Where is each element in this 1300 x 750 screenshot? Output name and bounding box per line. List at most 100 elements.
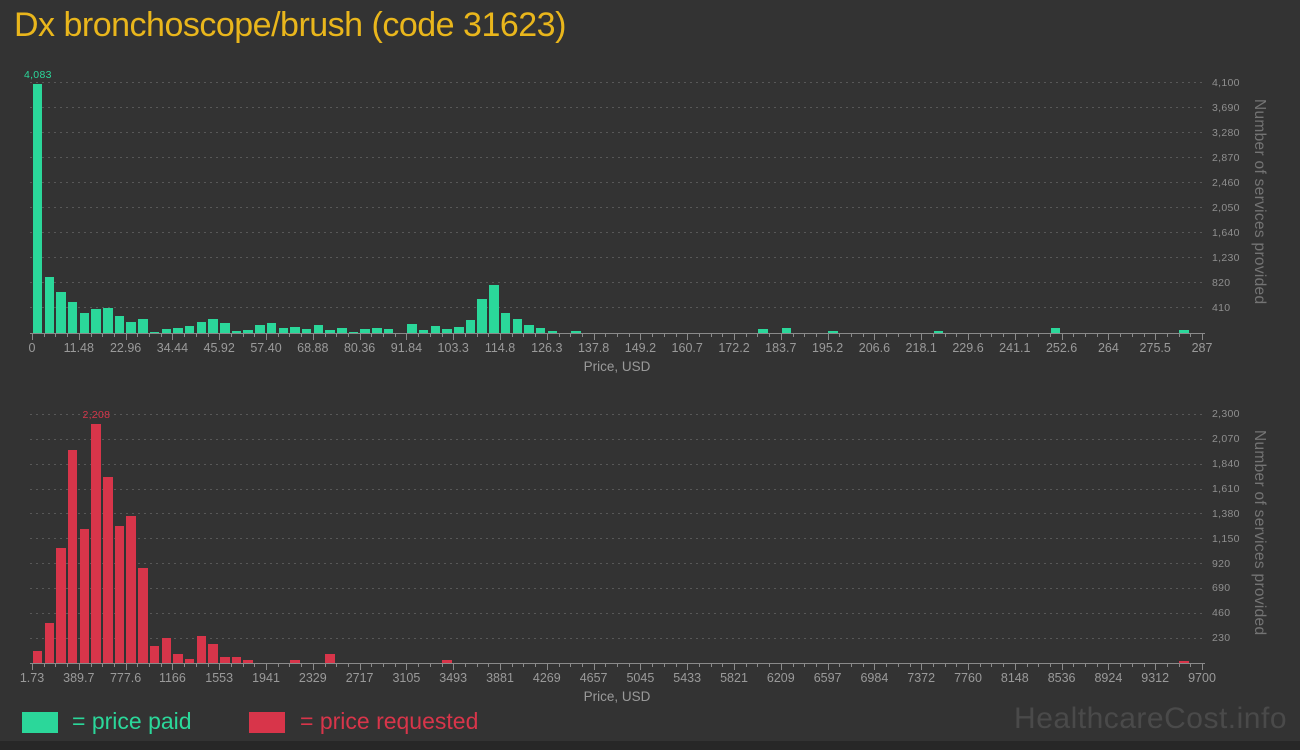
y-tick-label: 2,870: [1212, 151, 1240, 164]
x-tick-label: 34.44: [156, 341, 189, 355]
axis-tick: [1120, 664, 1122, 667]
x-tick-label: 126.3: [531, 341, 563, 355]
histogram-bar: [149, 645, 160, 663]
histogram-bar: [383, 329, 394, 333]
x-tick-label: 275.5: [1139, 341, 1171, 355]
axis-tick: [558, 334, 560, 337]
axis-tick: [394, 334, 396, 337]
x-tick-label: 0: [28, 341, 36, 355]
histogram-bar: [67, 301, 78, 333]
axis-tick: [336, 334, 338, 337]
axis-tick: [535, 664, 537, 667]
axis-tick: [160, 334, 162, 337]
axis-tick: [149, 664, 150, 667]
axis-tick: [956, 334, 958, 337]
axis-tick: [804, 334, 806, 337]
axis-tick: [909, 664, 911, 667]
axis-tick: [979, 334, 981, 337]
axis-tick: [1166, 334, 1168, 337]
y-tick-label: 4,100: [1212, 76, 1240, 89]
x-tick-label: 9312: [1141, 671, 1170, 685]
y-tick-label: 1,640: [1212, 226, 1240, 239]
axis-tick: [90, 664, 92, 667]
axis-tick: [734, 334, 735, 340]
histogram-bar: [44, 276, 55, 333]
gridline: [30, 132, 1205, 134]
price-requested-swatch: [249, 712, 285, 733]
gridline: [30, 82, 1205, 84]
axis-tick: [1096, 664, 1098, 667]
x-tick-label: 68.88: [297, 341, 329, 355]
histogram-bar: [220, 323, 230, 333]
axis-tick: [1120, 334, 1122, 337]
gridline: [30, 232, 1205, 234]
axis-tick: [371, 664, 373, 667]
histogram-bar: [184, 659, 195, 663]
axis-tick: [1061, 334, 1063, 340]
x-tick-label: 8148: [1000, 671, 1029, 685]
axis-tick: [792, 664, 794, 667]
axis-tick: [43, 334, 45, 337]
axis-tick: [780, 334, 782, 340]
x-tick-label: 4657: [579, 671, 608, 685]
axis-tick: [113, 334, 115, 337]
axis-tick: [371, 334, 373, 337]
axis-tick: [944, 334, 946, 337]
x-tick-label: 160.7: [671, 341, 703, 355]
axis-tick: [242, 664, 244, 667]
axis-tick: [1096, 334, 1098, 337]
axis-tick: [1026, 334, 1028, 337]
axis-tick: [324, 334, 326, 337]
histogram-bar: [208, 319, 218, 333]
axis-tick: [1085, 664, 1086, 667]
axis-tick: [43, 664, 45, 667]
x-tick-label: 241.1: [999, 341, 1031, 355]
gridline: [30, 413, 1205, 415]
y-tick-label: 1,150: [1212, 532, 1240, 545]
gridline: [30, 207, 1205, 209]
y-axis-title: Number of services provided: [1251, 429, 1268, 636]
y-tick-label: 820: [1212, 276, 1231, 289]
axis-tick: [628, 664, 630, 667]
axis-tick: [266, 664, 267, 670]
histogram-bar: [243, 659, 253, 663]
axis-tick: [815, 664, 817, 667]
axis-tick: [687, 664, 689, 670]
axis-tick: [1155, 334, 1157, 340]
axis-tick: [968, 334, 969, 340]
x-tick-label: 7760: [954, 671, 982, 685]
histogram-bar: [161, 329, 172, 333]
histogram-bar: [325, 329, 335, 333]
histogram-bar: [290, 659, 300, 663]
axis-tick: [324, 664, 326, 667]
axis-tick: [687, 334, 689, 340]
axis-tick: [593, 664, 595, 670]
histogram-bar: [114, 315, 125, 333]
axis-tick: [804, 664, 806, 667]
histogram-bar: [535, 327, 546, 333]
gridline: [30, 307, 1205, 309]
axis-tick: [897, 664, 899, 667]
histogram-bar: [278, 327, 289, 333]
histogram-bar: [255, 325, 265, 333]
x-tick-label: 5045: [626, 671, 655, 685]
axis-tick: [500, 664, 501, 670]
axis-tick: [301, 334, 303, 337]
axis-tick: [839, 334, 841, 337]
histogram-bar: [79, 528, 90, 663]
gridline: [30, 538, 1205, 540]
x-tick-label: 172.2: [718, 341, 750, 355]
axis-tick: [55, 664, 57, 667]
y-tick-label: 2,300: [1212, 408, 1240, 421]
histogram-bar: [828, 331, 838, 333]
axis-tick: [991, 664, 993, 667]
histogram-bar: [103, 477, 113, 663]
x-tick-label: 218.1: [905, 341, 937, 355]
axis-tick: [1038, 664, 1040, 667]
axis-tick: [1026, 664, 1028, 667]
x-tick-label: 3105: [392, 671, 421, 685]
axis-tick: [652, 664, 654, 667]
axis-tick: [710, 664, 712, 667]
histogram-bar: [442, 659, 452, 663]
